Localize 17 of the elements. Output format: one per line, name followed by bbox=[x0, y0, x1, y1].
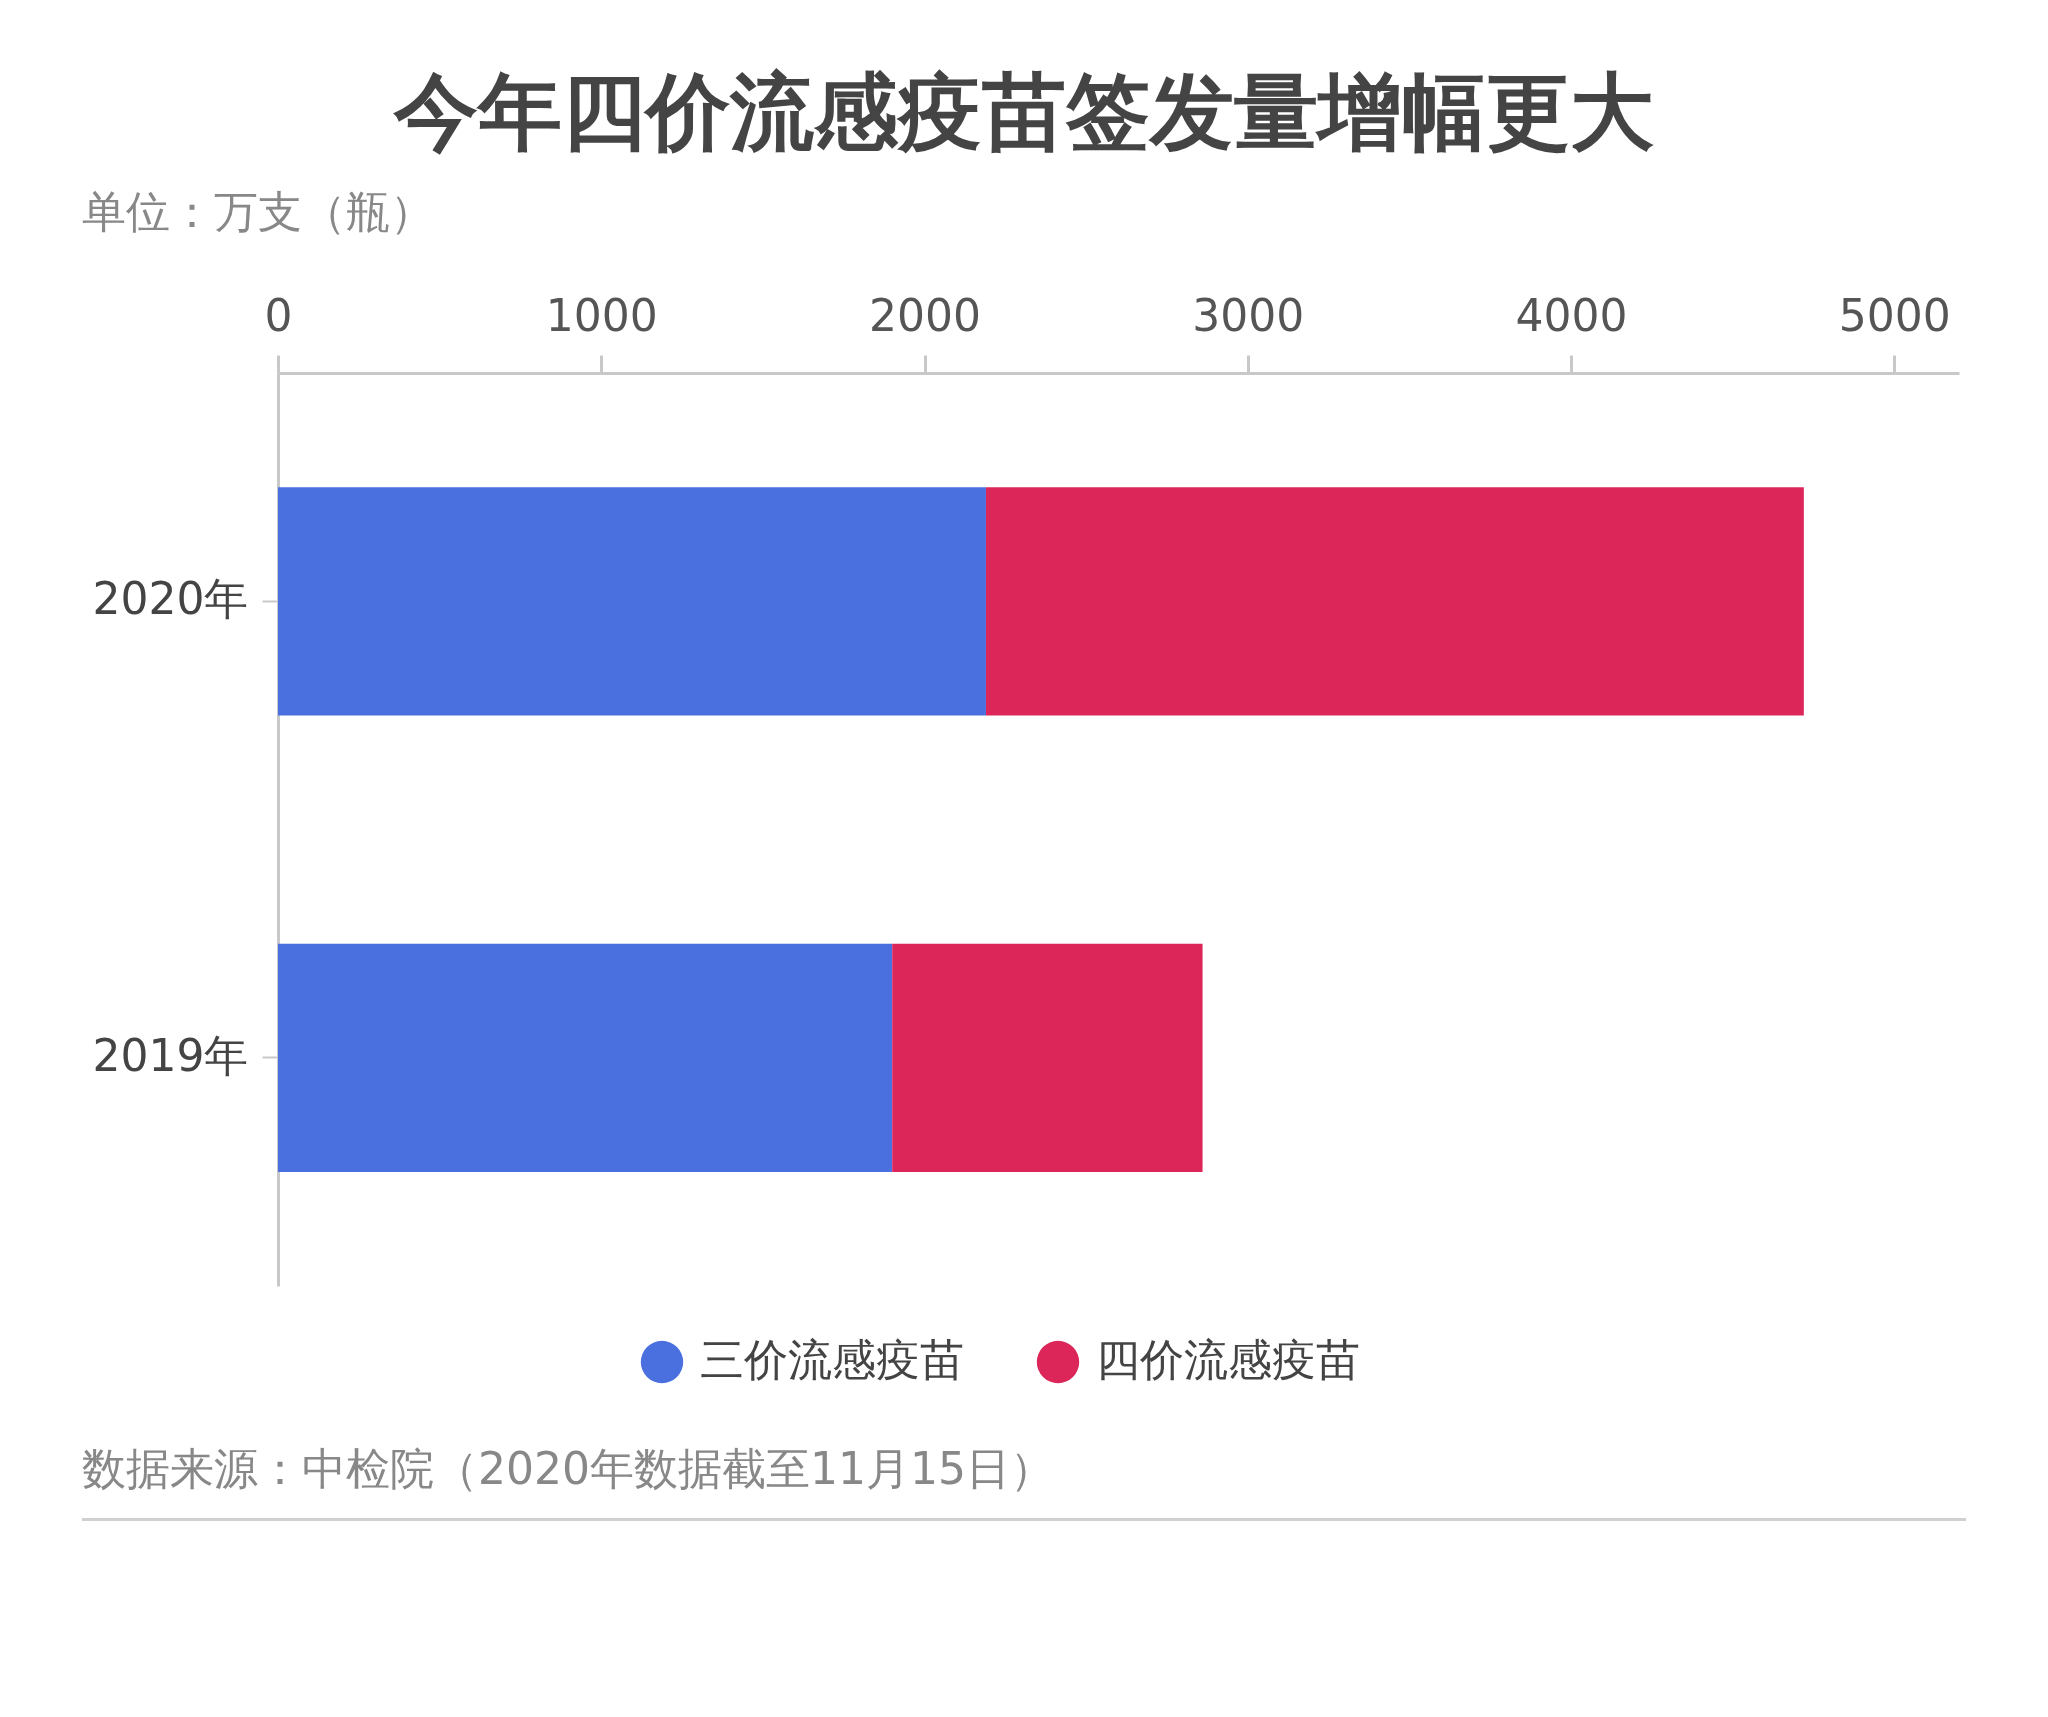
bar bbox=[278, 487, 986, 716]
chart-title: 今年四价流感疫苗签发量增幅更大 bbox=[392, 62, 1655, 162]
x-tick-label: 1000 bbox=[545, 289, 658, 341]
y-tick-label: 2020年 bbox=[92, 573, 249, 625]
legend-label: 四价流感疫苗 bbox=[1096, 1334, 1360, 1385]
x-tick-label: 2000 bbox=[869, 289, 982, 341]
x-tick-label: 0 bbox=[264, 289, 293, 341]
x-tick-label: 5000 bbox=[1838, 289, 1951, 341]
y-tick-label: 2019年 bbox=[92, 1029, 249, 1081]
x-tick-label: 3000 bbox=[1192, 289, 1305, 341]
legend-label: 三价流感疫苗 bbox=[700, 1334, 964, 1385]
bar bbox=[278, 943, 893, 1172]
bar bbox=[985, 487, 1804, 716]
bar bbox=[892, 943, 1203, 1172]
x-tick-label: 4000 bbox=[1515, 289, 1628, 341]
chart-subtitle: 单位：万支（瓶） bbox=[82, 185, 434, 239]
source-note: 数据来源：中检院（2020年数据截至11月15日） bbox=[82, 1442, 1054, 1496]
